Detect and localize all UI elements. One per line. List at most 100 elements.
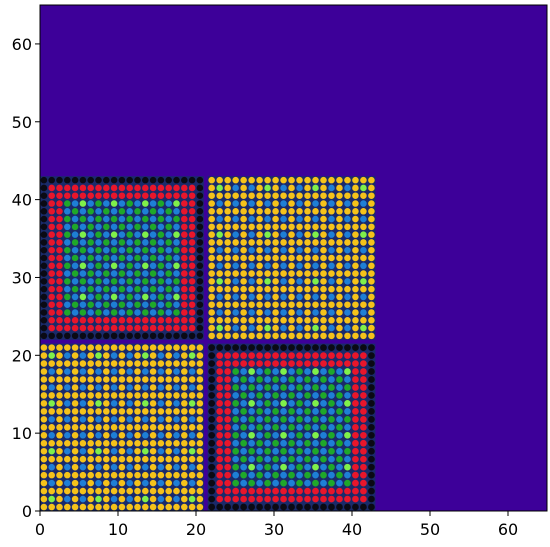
heatmap-cell [95,344,102,351]
heatmap-cell [181,487,188,495]
heatmap-cell [64,432,71,439]
heatmap-cell [134,471,141,479]
heatmap-cell [304,479,311,487]
heatmap-cell [134,424,141,431]
heatmap-cell [64,208,71,215]
heatmap-cell [173,184,180,192]
heatmap-cell [64,439,71,447]
heatmap-cell [188,192,196,199]
heatmap-cell [149,376,157,383]
heatmap-cell [95,408,102,415]
heatmap-cell [296,317,303,324]
heatmap-cell [328,423,335,431]
heatmap-cell [196,293,204,301]
heatmap-cell [368,301,375,308]
heatmap-cell [103,487,110,495]
heatmap-cell [248,309,255,316]
heatmap-cell [48,192,55,199]
heatmap-cell [103,246,110,254]
heatmap-cell [216,360,224,367]
heatmap-cell [296,285,303,293]
heatmap-cell [173,192,180,199]
heatmap-cell [344,344,351,351]
heatmap-cell [118,215,126,223]
heatmap-cell [87,176,94,184]
heatmap-cell [280,463,287,471]
heatmap-cell [304,447,311,455]
heatmap-cell [157,246,165,254]
heatmap-cell [118,262,126,270]
heatmap-cell [134,463,141,471]
heatmap-cell [71,352,79,359]
heatmap-cell [304,400,311,407]
heatmap-cell [272,262,279,270]
heatmap-cell [344,423,351,431]
heatmap-cell [157,332,165,340]
heatmap-cell [280,415,287,423]
heatmap-cell [208,423,216,431]
heatmap-cell [142,223,149,231]
heatmap-cell [79,424,87,431]
heatmap-cell [368,408,375,415]
axes-frame [39,4,548,512]
heatmap-cell [360,309,367,316]
heatmap-cell [196,301,204,308]
heatmap-cell [40,376,48,383]
heatmap-cell [173,239,180,246]
heatmap-cell [224,408,232,415]
heatmap-cell [173,400,180,407]
heatmap-cell [312,246,319,254]
heatmap-cell [87,384,94,391]
heatmap-cell [48,416,55,423]
heatmap-cell [216,270,223,277]
heatmap-cell [149,215,157,223]
heatmap-cell [368,439,375,447]
heatmap-cell [48,309,55,316]
heatmap-cell [208,439,216,447]
heatmap-cell [149,262,157,270]
x-tick-label: 20 [186,520,206,539]
heatmap-cell [320,408,327,415]
heatmap-cell [173,231,180,238]
heatmap-cell [79,439,87,447]
heatmap-cell [165,471,172,479]
heatmap-cell [208,463,216,471]
heatmap-cell [280,270,287,277]
heatmap-cell [264,200,271,207]
heatmap-cell [165,352,172,359]
heatmap-cell [240,270,247,277]
heatmap-cell [48,332,55,340]
heatmap-cell [368,262,375,270]
heatmap-cell [103,309,110,316]
heatmap-cell [312,439,319,447]
heatmap-cell [79,184,87,192]
heatmap-cell [110,408,118,415]
heatmap-cell [368,254,375,262]
heatmap-cell [165,384,172,391]
heatmap-cell [280,301,287,308]
heatmap-cell [95,176,102,184]
heatmap-cell [95,270,102,277]
heatmap-cell [312,200,319,207]
heatmap-cell [240,455,247,463]
heatmap-cell [224,317,231,324]
heatmap-cell [110,392,118,399]
heatmap-cell [64,455,71,463]
heatmap-cell [296,376,303,383]
heatmap-cell [95,293,102,301]
heatmap-cell [296,332,303,340]
heatmap-cell [196,184,204,192]
heatmap-cell [304,246,311,254]
heatmap-cell [79,360,87,367]
heatmap-cell [216,301,223,308]
heatmap-cell [149,360,157,367]
heatmap-cell [142,285,149,293]
heatmap-cell [40,455,48,463]
heatmap-cell [56,352,63,359]
heatmap-cell [134,246,141,254]
heatmap-cell [296,503,303,511]
heatmap-cell [56,408,63,415]
heatmap-cell [248,431,255,439]
heatmap-cell [181,479,188,487]
heatmap-cell [118,278,126,285]
